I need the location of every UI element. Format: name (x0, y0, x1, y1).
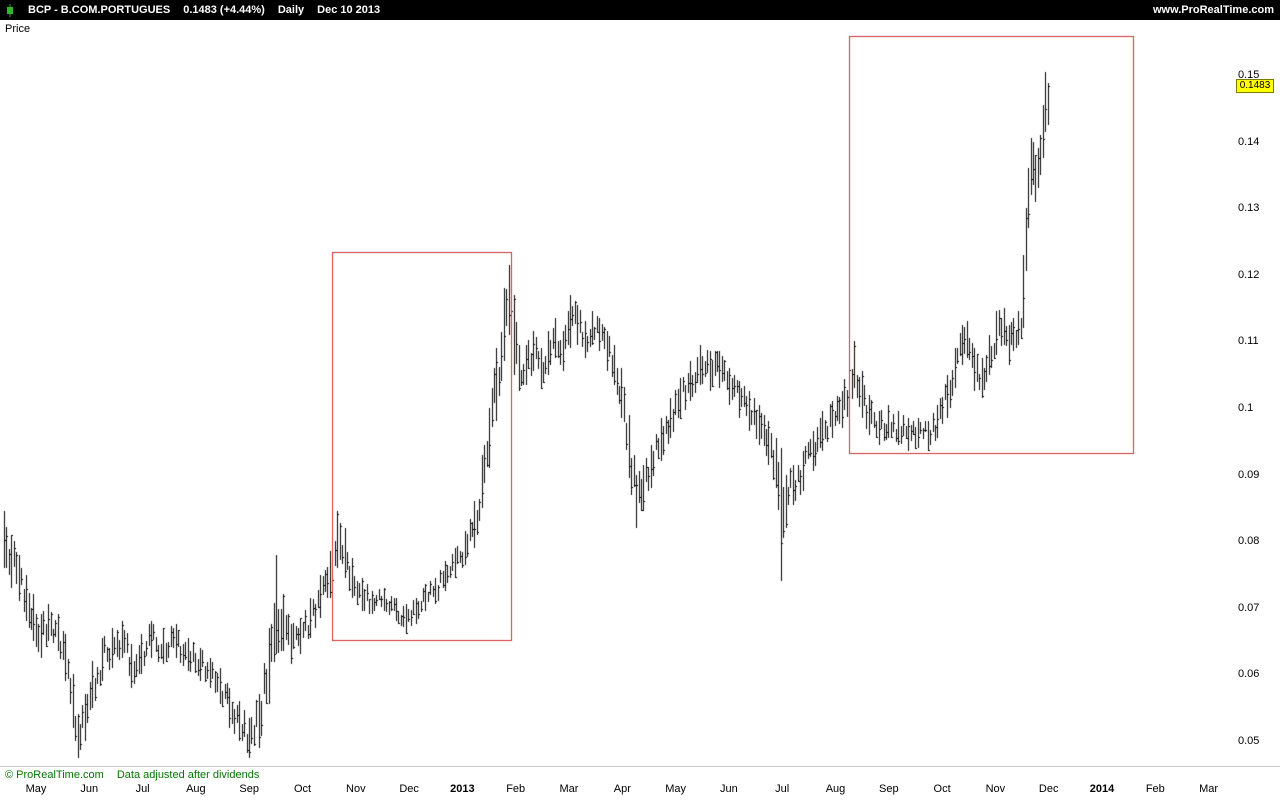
x-month-label: Sep (879, 783, 899, 795)
y-tick-label: 0.09 (1238, 468, 1260, 481)
x-month-label: Mar (559, 783, 579, 795)
x-month-label: Dec (1038, 783, 1059, 795)
y-tick-label: 0.12 (1238, 268, 1260, 281)
dividends-note: Data adjusted after dividends (116, 769, 260, 781)
prorealtime-site-label: www.ProRealTime.com (1152, 4, 1274, 16)
x-month-label: Jun (80, 783, 99, 795)
chart-copyright: © ProRealTime.com (5, 769, 104, 781)
x-month-label: Nov (985, 783, 1006, 795)
y-tick-label: 0.08 (1238, 535, 1260, 548)
last-price-tag: 0.1483 (1236, 79, 1274, 93)
quote-date: Dec 10 2013 (317, 4, 381, 16)
x-month-label: 2014 (1089, 783, 1115, 795)
y-tick-label: 0.07 (1238, 601, 1260, 614)
price-axis-title: Price (5, 23, 31, 35)
x-month-label: Oct (933, 783, 951, 795)
x-month-label: 2013 (450, 783, 475, 795)
symbol-name: BCP - B.COM.PORTUGUES (28, 4, 171, 16)
y-tick-label: 0.1 (1238, 402, 1254, 414)
x-month-label: Dec (399, 783, 419, 795)
y-tick-label: 0.11 (1238, 335, 1259, 348)
x-month-label: May (665, 783, 686, 795)
x-month-label: Jun (720, 783, 738, 795)
x-month-label: Sep (239, 783, 259, 795)
chart-footer: © ProRealTime.com Data adjusted after di… (5, 769, 269, 781)
y-tick-label: 0.14 (1238, 135, 1260, 148)
x-month-label: Mar (1199, 783, 1219, 795)
x-month-label: Jul (775, 783, 790, 795)
x-month-label: Aug (825, 783, 846, 795)
y-tick-label: 0.13 (1238, 202, 1260, 215)
x-month-label: Oct (293, 783, 312, 795)
y-tick-label: 0.15 (1238, 69, 1260, 81)
timeframe-label: Daily (277, 4, 305, 16)
title-bar: BCP - B.COM.PORTUGUES 0.1483 (+4.44%) Da… (0, 0, 1280, 20)
x-month-label: Feb (1145, 783, 1165, 795)
x-month-label: Jul (135, 783, 150, 795)
x-month-label: Aug (186, 783, 206, 795)
y-tick-label: 0.05 (1238, 735, 1260, 747)
x-month-label: Nov (346, 783, 366, 795)
x-month-label: Apr (613, 783, 631, 795)
x-month-label: Feb (506, 783, 526, 795)
y-tick-label: 0.06 (1238, 668, 1260, 681)
x-month-label: May (25, 783, 47, 795)
candlestick-icon (5, 3, 15, 17)
axis-separator-line (0, 766, 1280, 767)
last-quote: 0.1483 (+4.44%) (183, 4, 265, 16)
